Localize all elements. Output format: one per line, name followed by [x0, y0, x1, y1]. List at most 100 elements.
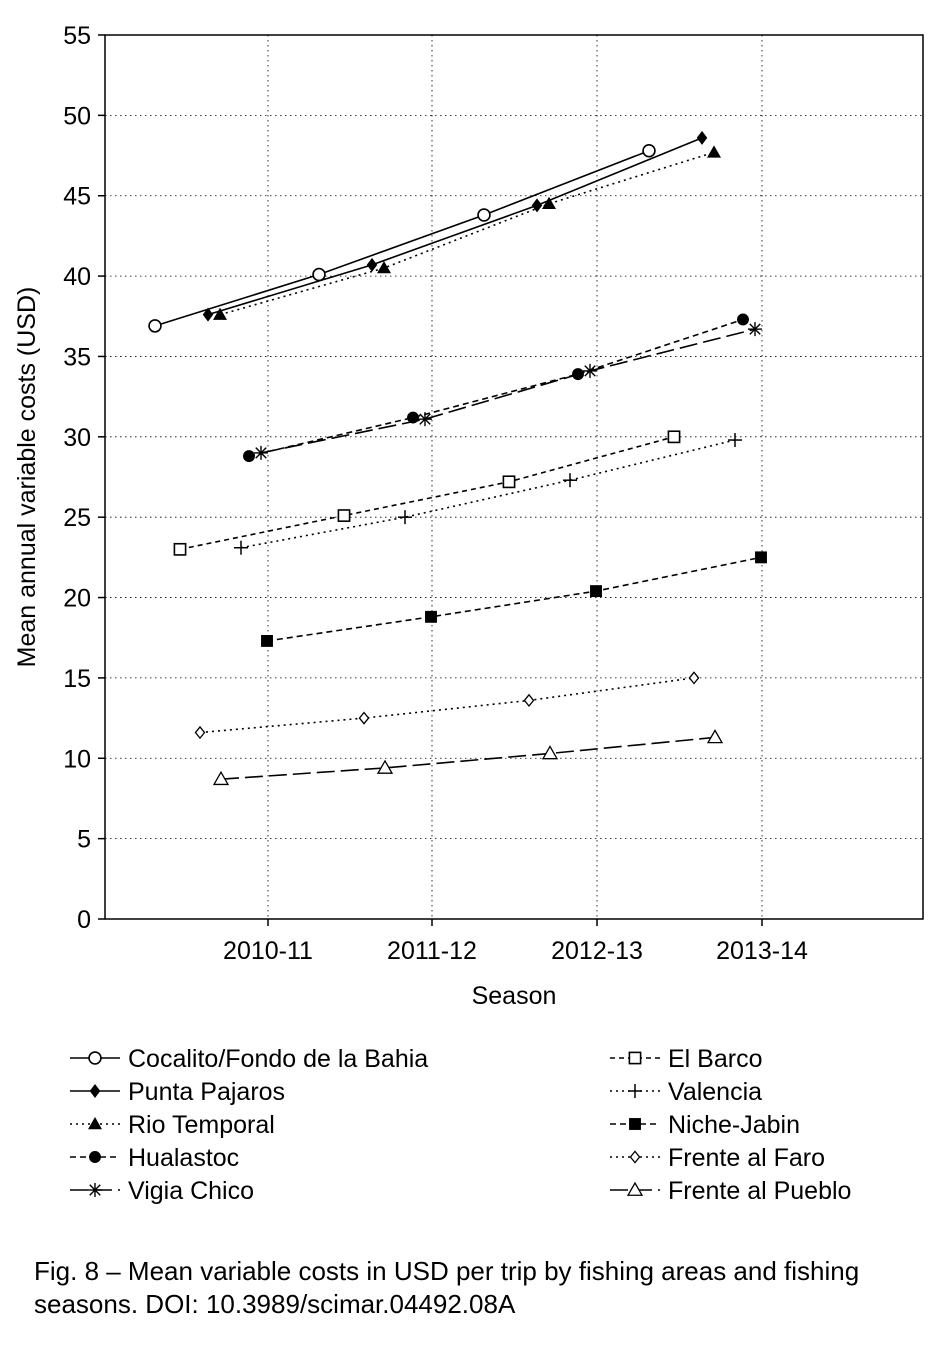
legend-marker: [89, 1151, 101, 1163]
series-line: [207, 137, 703, 316]
legend-label: Niche-Jabin: [668, 1111, 800, 1139]
legend-marker: [629, 1150, 641, 1164]
legend-label: El Barco: [668, 1045, 762, 1073]
legend-marker: [89, 1084, 101, 1098]
series-line: [266, 556, 762, 642]
series-5: [173, 430, 681, 556]
y-tick-label: 50: [63, 102, 91, 130]
x-axis-label: Season: [472, 982, 557, 1010]
series-line: [199, 677, 695, 734]
y-tick-label: 5: [77, 826, 91, 854]
data-point: [213, 307, 227, 320]
y-tick-label: 15: [63, 665, 91, 693]
data-point: [688, 671, 700, 685]
legend-marker: [626, 1181, 644, 1196]
x-tick-label: 2011-12: [387, 937, 477, 965]
series-2: [213, 145, 721, 320]
x-tick-label: 2010-11: [223, 937, 313, 965]
y-tick-label: 10: [63, 745, 91, 773]
y-axis-label: Mean annual variable costs (USD): [13, 287, 41, 668]
data-point: [706, 729, 724, 744]
legend-marker: [629, 1118, 641, 1130]
data-point: [563, 473, 577, 488]
series-4: [254, 322, 762, 460]
legend-label: Punta Pajaros: [128, 1078, 285, 1106]
series-line: [219, 151, 715, 316]
chart-legend: Cocalito/Fondo de la Bahia Punta Pajaros R…: [0, 1040, 945, 1220]
legend-label: Vigia Chico: [128, 1177, 254, 1205]
legend-item: Hualastoc: [70, 1144, 239, 1172]
data-point: [542, 196, 556, 210]
series-3: [243, 313, 749, 463]
data-point: [707, 145, 721, 158]
data-point: [590, 585, 602, 598]
data-point: [377, 261, 391, 274]
data-point: [148, 319, 162, 333]
data-point: [748, 322, 762, 337]
data-point: [755, 551, 767, 564]
legend-item: Frente al Faro: [610, 1144, 825, 1172]
legend-label: Frente al Pueblo: [668, 1177, 851, 1205]
legend-marker: [88, 1051, 102, 1065]
series-line: [248, 318, 744, 457]
legend-label: Valencia: [668, 1078, 762, 1106]
legend-item: Cocalito/Fondo de la Bahia: [70, 1045, 428, 1073]
series-line: [260, 328, 756, 454]
data-point: [202, 307, 214, 322]
data-point: [696, 130, 708, 145]
legend-marker: [628, 1051, 642, 1065]
data-point: [502, 475, 516, 489]
series-line: [240, 439, 736, 549]
legend-item: El Barco: [610, 1045, 762, 1073]
data-point: [234, 540, 248, 555]
data-point: [541, 745, 559, 760]
y-tick-label: 25: [63, 504, 91, 532]
data-point: [358, 711, 370, 725]
y-tick-label: 55: [63, 22, 91, 50]
legend-item: Vigia Chico: [70, 1177, 254, 1205]
data-point: [737, 313, 749, 326]
legend-marker: [628, 1084, 642, 1098]
legend-label: Frente al Faro: [668, 1144, 825, 1172]
legend-label: Rio Temporal: [128, 1111, 275, 1139]
legend-label: Hualastoc: [128, 1144, 239, 1172]
y-axis-ticks: 0 5 10 15 20 25 30 35 40 45 50 55: [63, 22, 105, 934]
data-point: [642, 143, 656, 158]
data-point: [376, 759, 394, 774]
x-tick-label: 2012-13: [551, 937, 643, 965]
data-point: [398, 510, 412, 525]
y-tick-label: 20: [63, 585, 91, 613]
series-7: [261, 551, 767, 647]
data-point: [366, 257, 378, 272]
legend-marker: [88, 1117, 102, 1130]
data-point: [583, 363, 597, 378]
figure-caption: Fig. 8 – Mean variable costs in USD per …: [34, 1256, 860, 1319]
data-point: [425, 610, 437, 623]
series-1: [202, 130, 708, 322]
series-line: [179, 436, 675, 551]
plot-frame: [104, 34, 924, 920]
data-point: [667, 430, 681, 444]
legend-marker: [88, 1183, 102, 1197]
series-8: [194, 671, 700, 740]
data-point: [212, 770, 230, 786]
data-point: [243, 450, 255, 463]
data-point: [531, 198, 543, 213]
y-tick-label: 0: [77, 906, 91, 934]
data-point: [477, 208, 491, 222]
legend-item: Frente al Pueblo: [610, 1177, 851, 1205]
legend-item: Valencia: [610, 1078, 762, 1106]
y-tick-label: 40: [63, 263, 91, 291]
y-tick-label: 35: [63, 343, 91, 371]
y-tick-label: 45: [63, 183, 91, 211]
legend-item: Punta Pajaros: [70, 1078, 285, 1106]
data-point: [312, 267, 326, 282]
data-point: [254, 445, 268, 460]
series-6: [234, 433, 742, 555]
data-point: [173, 542, 187, 556]
data-point: [418, 412, 432, 427]
legend-label: Cocalito/Fondo de la Bahia: [128, 1045, 428, 1073]
chart-series: [148, 130, 767, 786]
series-line: [154, 149, 650, 327]
data-point: [337, 509, 351, 522]
